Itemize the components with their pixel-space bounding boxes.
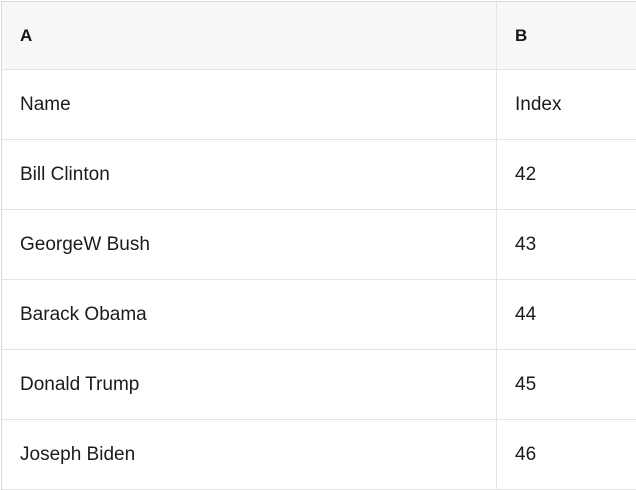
table-cell-name-header[interactable]: Name xyxy=(2,70,497,139)
column-header-a[interactable]: A xyxy=(2,2,497,69)
table-cell-index[interactable]: 45 xyxy=(515,373,537,395)
table-cell-index[interactable]: 44 xyxy=(515,303,537,325)
table-cell-index[interactable]: 43 xyxy=(515,233,537,255)
table-cell-name[interactable]: Bill Clinton xyxy=(2,140,497,209)
table-cell-index[interactable]: 42 xyxy=(515,163,537,185)
table-row: Barack Obama 44 xyxy=(2,280,636,350)
table-row: Joseph Biden 46 xyxy=(2,420,636,490)
table-cell-name[interactable]: GeorgeW Bush xyxy=(2,210,497,279)
table-cell-index-header[interactable]: Index xyxy=(515,93,562,115)
table-row: Bill Clinton 42 xyxy=(2,140,636,210)
table-row: Donald Trump 45 xyxy=(2,350,636,420)
column-header-b[interactable]: B xyxy=(515,25,528,45)
table-cell-name[interactable]: Barack Obama xyxy=(2,280,497,349)
table-row: GeorgeW Bush 43 xyxy=(2,210,636,280)
field-name-row: Name Index xyxy=(2,70,636,140)
table-cell-name[interactable]: Donald Trump xyxy=(2,350,497,419)
table-cell-name[interactable]: Joseph Biden xyxy=(2,420,497,489)
table-cell-index[interactable]: 46 xyxy=(515,443,537,465)
column-header-row: A B xyxy=(2,2,636,70)
